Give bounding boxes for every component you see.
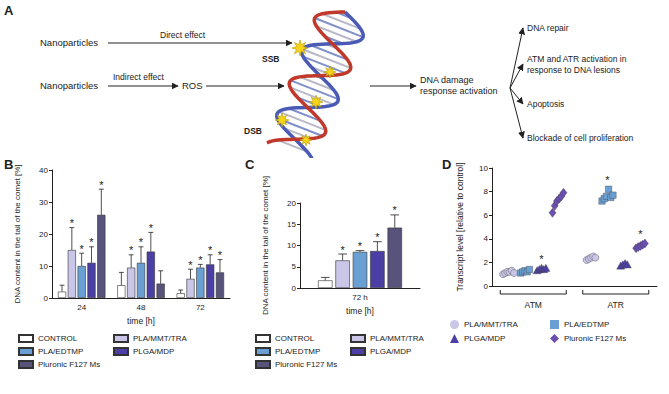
svg-text:*: * [358, 240, 363, 252]
svg-text:*: * [198, 254, 203, 266]
svg-text:DNA content in the tail of the: DNA content in the tail of the comet [%] [13, 164, 22, 303]
svg-text:*: * [80, 243, 85, 255]
svg-text:PLA/MMT/TRA: PLA/MMT/TRA [464, 320, 518, 329]
svg-text:*: * [129, 244, 134, 256]
svg-text:Transcript level [relative to: Transcript level [relative to control] [455, 162, 465, 291]
svg-text:PLA/MMT/TRA: PLA/MMT/TRA [133, 334, 187, 343]
svg-text:*: * [208, 244, 213, 256]
svg-text:PLA/EDTMP: PLA/EDTMP [38, 347, 83, 356]
svg-text:SSB: SSB [262, 54, 279, 64]
svg-text:6: 6 [484, 211, 489, 220]
svg-text:24: 24 [77, 303, 86, 312]
svg-text:C: C [245, 158, 255, 172]
svg-text:20: 20 [287, 199, 296, 208]
svg-text:time [h]: time [h] [127, 316, 155, 326]
svg-text:48: 48 [137, 303, 146, 312]
svg-text:ATR: ATR [608, 300, 624, 310]
svg-text:2: 2 [484, 258, 489, 267]
svg-text:*: * [340, 244, 345, 256]
svg-text:B: B [4, 157, 14, 172]
svg-text:72: 72 [196, 303, 205, 312]
svg-text:DNA repair: DNA repair [527, 23, 569, 33]
svg-text:CONTROL: CONTROL [38, 334, 78, 343]
svg-text:Blockade of cell proliferation: Blockade of cell proliferation [527, 133, 634, 143]
svg-text:40: 40 [39, 166, 48, 175]
svg-text:*: * [393, 204, 398, 216]
svg-text:time [h]: time [h] [346, 306, 374, 316]
svg-text:DNA content in the tail of the: DNA content in the tail of the comet [%] [261, 176, 270, 315]
svg-text:*: * [149, 222, 154, 234]
svg-text:*: * [218, 249, 223, 261]
svg-text:*: * [539, 253, 544, 265]
svg-text:A: A [4, 3, 14, 18]
svg-text:10: 10 [287, 241, 296, 250]
svg-text:8: 8 [484, 187, 489, 196]
svg-text:Direct effect: Direct effect [160, 30, 206, 40]
svg-text:*: * [139, 236, 144, 248]
svg-text:20: 20 [39, 230, 48, 239]
svg-text:*: * [70, 217, 75, 229]
svg-text:response activation: response activation [420, 86, 498, 96]
svg-text:PLA/EDTMP: PLA/EDTMP [275, 347, 320, 356]
svg-text:0: 0 [292, 284, 297, 293]
svg-text:D: D [442, 158, 451, 172]
svg-text:Apoptosis: Apoptosis [527, 99, 564, 109]
svg-text:Indirect effect: Indirect effect [113, 72, 165, 82]
svg-text:Pluronic F127 Ms: Pluronic F127 Ms [275, 360, 337, 369]
svg-text:PLA/MMT/TRA: PLA/MMT/TRA [370, 334, 424, 343]
svg-text:PLA/EDTMP: PLA/EDTMP [564, 320, 609, 329]
svg-text:ROS: ROS [182, 80, 203, 91]
svg-text:0: 0 [484, 282, 489, 291]
svg-text:*: * [375, 231, 380, 243]
svg-text:*: * [638, 228, 643, 240]
svg-text:0: 0 [44, 294, 49, 303]
svg-text:*: * [99, 179, 104, 191]
svg-text:*: * [605, 174, 610, 186]
svg-text:ATM: ATM [525, 300, 542, 310]
svg-text:10: 10 [479, 164, 488, 173]
svg-text:15: 15 [287, 220, 296, 229]
svg-text:30: 30 [39, 198, 48, 207]
svg-text:*: * [89, 236, 94, 248]
svg-text:Pluronic F127 Ms: Pluronic F127 Ms [38, 360, 100, 369]
svg-text:10: 10 [39, 262, 48, 271]
svg-text:response to DNA lesions: response to DNA lesions [527, 65, 620, 75]
svg-text:Pluronic F127 Ms: Pluronic F127 Ms [564, 334, 626, 343]
svg-text:*: * [188, 259, 193, 271]
svg-text:CONTROL: CONTROL [275, 334, 315, 343]
svg-text:72 h: 72 h [352, 293, 368, 302]
svg-text:Nanoparticles: Nanoparticles [40, 80, 98, 91]
svg-text:PLGA/MDP: PLGA/MDP [464, 334, 505, 343]
svg-text:DSB: DSB [244, 126, 262, 136]
svg-text:4: 4 [484, 234, 489, 243]
svg-text:PLGA/MDP: PLGA/MDP [370, 347, 411, 356]
svg-text:Nanoparticles: Nanoparticles [40, 37, 98, 48]
svg-text:DNA damage: DNA damage [420, 75, 474, 85]
svg-text:5: 5 [292, 262, 297, 271]
svg-text:PLGA/MDP: PLGA/MDP [133, 347, 174, 356]
svg-text:ATM and ATR activation in: ATM and ATR activation in [527, 54, 627, 64]
